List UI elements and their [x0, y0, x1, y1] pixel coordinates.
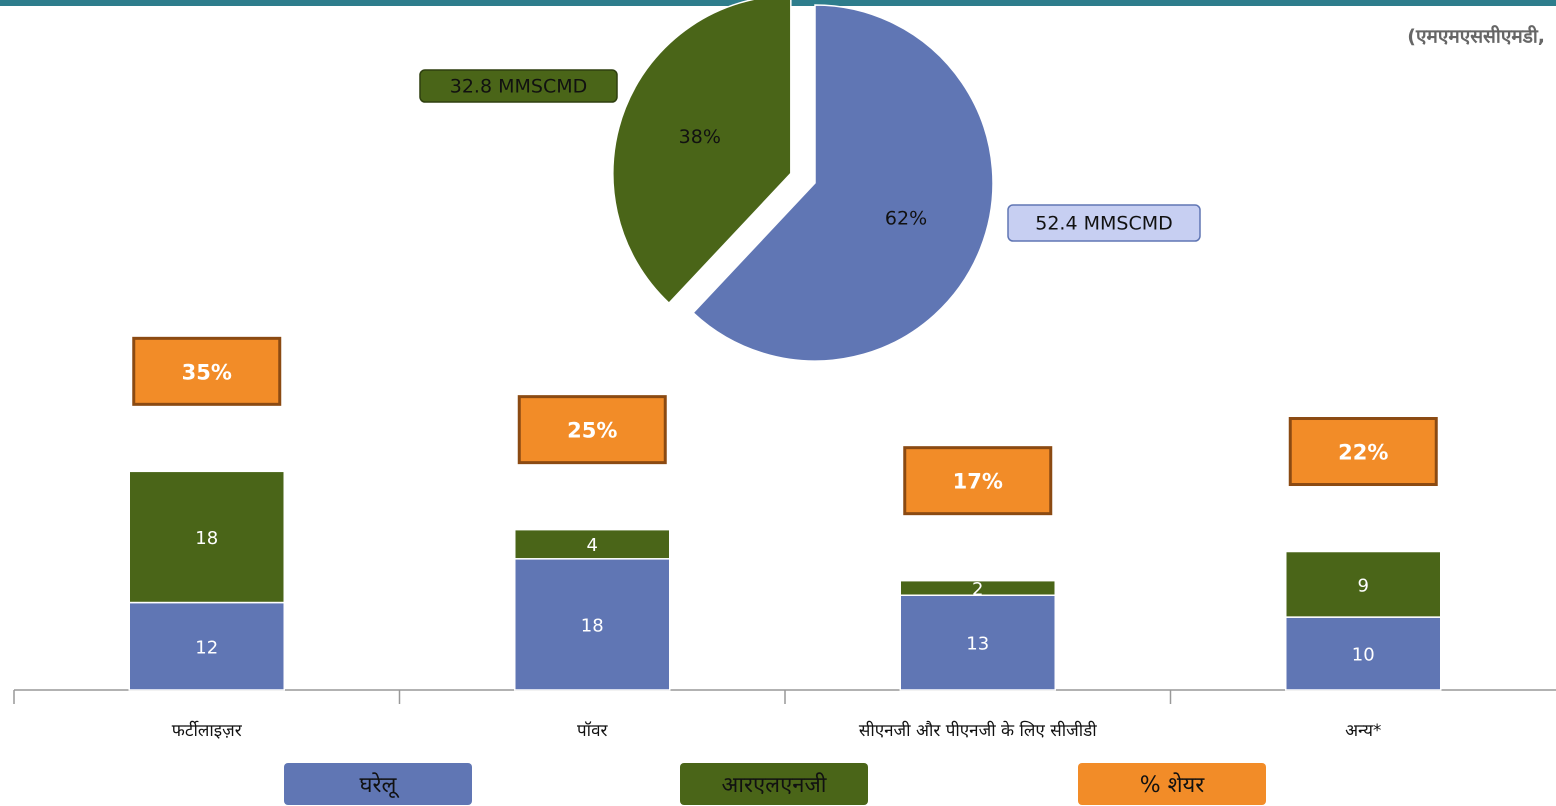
bar-segment — [899, 579, 1056, 596]
share-box — [132, 336, 282, 406]
bar-segment — [514, 528, 671, 560]
share-box — [517, 395, 667, 465]
share-box — [903, 446, 1053, 516]
share-label: 35% — [182, 360, 232, 384]
subtitle: (एमएमएससीएमडी, — [1407, 25, 1545, 48]
data-label: 18 — [581, 615, 604, 636]
legend-swatch — [680, 763, 868, 805]
pie-slice — [612, 0, 792, 305]
x-tick-label: सीएनजी और पीएनजी के लिए सीजीडी — [859, 720, 1097, 741]
bar-segment — [1285, 550, 1442, 618]
legend-swatch — [1078, 763, 1266, 805]
pie-label: 62% — [885, 208, 927, 230]
x-tick-label: पॉवर — [577, 721, 609, 741]
legend-label: आरएलएनजी — [722, 772, 827, 798]
data-label: 12 — [195, 637, 218, 658]
share-box — [1288, 417, 1438, 487]
data-label: 2 — [972, 579, 983, 600]
bar-segment — [128, 601, 285, 691]
data-label: 18 — [195, 528, 218, 549]
pie-slice — [692, 4, 994, 362]
bar-segment — [514, 558, 671, 691]
data-label: 13 — [966, 634, 989, 655]
bar-segment — [128, 470, 285, 604]
share-label: 22% — [1338, 441, 1388, 465]
amount-callout — [1007, 204, 1201, 242]
share-label: 17% — [953, 470, 1003, 494]
amount-label: 52.4 MMSCMD — [1035, 213, 1172, 235]
x-tick-label: अन्य* — [1345, 721, 1381, 741]
data-label: 10 — [1352, 645, 1375, 666]
legend-label: घरेलू — [360, 772, 400, 799]
bar-segment — [899, 594, 1056, 691]
amount-callout — [419, 69, 618, 103]
x-tick-label: फर्टीलाइज़र — [172, 720, 243, 741]
legend-swatch — [284, 763, 472, 805]
share-label: 25% — [567, 419, 617, 443]
data-label: 4 — [587, 535, 598, 556]
amount-label: 32.8 MMSCMD — [450, 76, 587, 98]
pie-label: 38% — [679, 126, 721, 148]
data-label: 9 — [1358, 575, 1369, 596]
legend-label: % शेयर — [1140, 772, 1206, 798]
